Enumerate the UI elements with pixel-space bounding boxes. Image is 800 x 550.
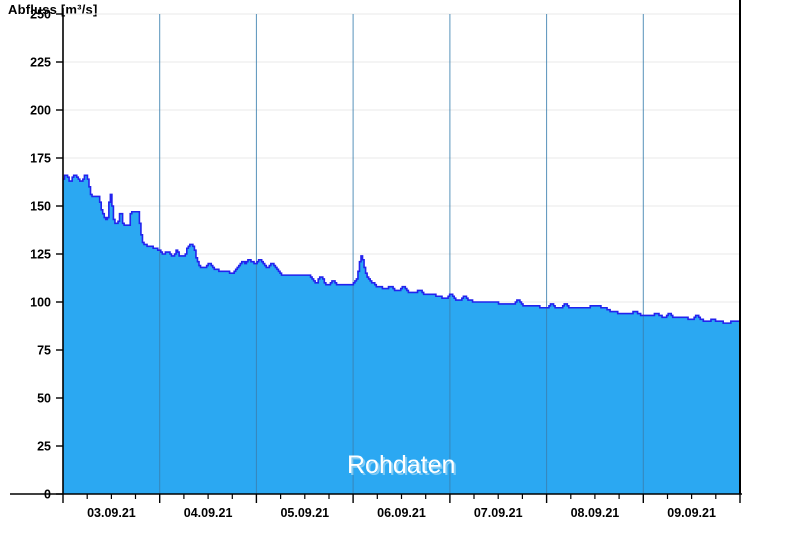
y-tick-label: 50: [37, 392, 51, 406]
day-separator-group: [159, 14, 644, 494]
raw-data-watermark: Rohdaten: [347, 451, 455, 479]
y-tick-label: 75: [37, 344, 51, 358]
y-tick-group: 0 25 50 75 100 125 150 175 200 225 250: [30, 8, 63, 502]
axes-group: [10, 0, 742, 495]
watermark-shadow-text: Rohdaten: [349, 453, 457, 481]
y-tick-label: 175: [30, 152, 51, 166]
discharge-area-fill: [63, 175, 740, 494]
data-line-group: [63, 174, 740, 324]
y-tick-label: 200: [30, 104, 51, 118]
x-tick-label: 09.09.21: [667, 506, 716, 520]
x-tick-label: 04.09.21: [184, 506, 233, 520]
x-tick-label: 06.09.21: [377, 506, 426, 520]
x-tick-group: 03.09.21 04.09.21 05.09.21 06.09.21 07.09.21…: [62, 494, 741, 520]
discharge-line: [63, 174, 740, 324]
y-tick-label: 25: [37, 440, 51, 454]
y-axis-title: Abfluss [m³/s]: [8, 2, 98, 17]
y-tick-label: 0: [44, 488, 51, 502]
y-tick-label: 150: [30, 200, 51, 214]
x-tick-label: 07.09.21: [474, 506, 523, 520]
x-tick-label: 08.09.21: [571, 506, 620, 520]
data-area-group: [63, 175, 740, 494]
y-tick-label: 250: [30, 8, 51, 22]
y-tick-label: 125: [30, 248, 51, 262]
x-tick-label: 03.09.21: [87, 506, 136, 520]
x-tick-label: 05.09.21: [280, 506, 329, 520]
y-tick-label: 225: [30, 56, 51, 70]
y-tick-label: 100: [30, 296, 51, 310]
